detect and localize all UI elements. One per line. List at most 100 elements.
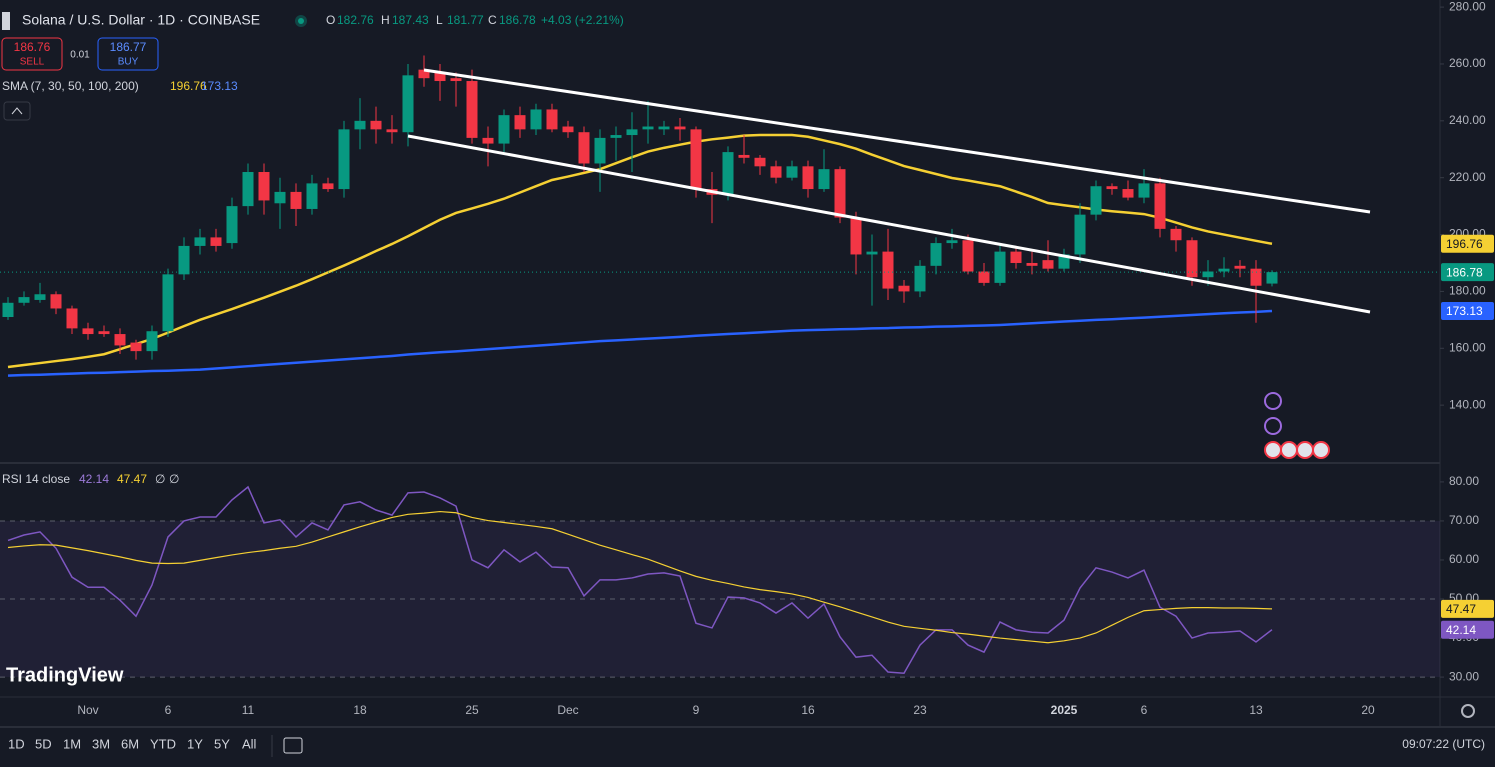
- rsi-extra-1: ∅: [155, 472, 165, 486]
- news-icon[interactable]: [1264, 417, 1282, 435]
- sma-line: [7, 133, 1273, 369]
- candle-body: [642, 126, 654, 130]
- candle-body: [194, 237, 206, 246]
- candle-body: [866, 251, 878, 255]
- candle-body: [946, 240, 958, 244]
- sell-button[interactable]: [1, 37, 63, 71]
- candle-body: [1138, 183, 1150, 198]
- candle-body: [322, 183, 334, 190]
- x-tick-label: 6: [165, 703, 172, 717]
- price-badge: [1441, 301, 1494, 320]
- sell-price: 186.76: [14, 40, 51, 54]
- candle-body: [290, 191, 302, 209]
- candle-body: [482, 137, 494, 144]
- flag-icon[interactable]: [1280, 441, 1298, 459]
- y-tick-label: 260.00: [1449, 56, 1486, 70]
- date-range-icon[interactable]: [283, 737, 303, 754]
- collapse-button[interactable]: [3, 101, 31, 121]
- candle-body: [1154, 183, 1166, 229]
- x-tick-label: Dec: [557, 703, 578, 717]
- flag-icon[interactable]: [1312, 441, 1330, 459]
- flag-icon[interactable]: [1296, 441, 1314, 459]
- candle-body: [34, 294, 46, 300]
- candle-body: [210, 237, 222, 246]
- price-badge: [1441, 599, 1494, 618]
- x-tick-label: 16: [801, 703, 815, 717]
- candle-body: [930, 243, 942, 266]
- candle-body: [834, 169, 846, 218]
- rsi-legend: RSI 14 close: [2, 472, 70, 486]
- y-tick-label: 160.00: [1449, 340, 1486, 354]
- candle-body: [1026, 262, 1038, 266]
- x-tick-label: 25: [465, 703, 479, 717]
- x-tick-label: 23: [913, 703, 927, 717]
- timeframe-button[interactable]: 1D: [8, 736, 25, 751]
- sma-legend: SMA (7, 30, 50, 100, 200): [2, 79, 139, 93]
- candle-body: [82, 328, 94, 335]
- timeframe-button[interactable]: All: [242, 736, 257, 751]
- price-badge-label: 186.78: [1446, 265, 1483, 279]
- x-tick-label: 18: [353, 703, 367, 717]
- candle-body: [1202, 271, 1214, 278]
- menu-icon[interactable]: [2, 12, 10, 30]
- timeframe-button[interactable]: 6M: [121, 736, 139, 751]
- price-badge-label: 196.76: [1446, 237, 1483, 251]
- candle-body: [114, 334, 126, 346]
- low-value: 181.77: [447, 13, 484, 27]
- candle-body: [98, 331, 110, 335]
- rsi-line: [7, 510, 1273, 644]
- candle-body: [50, 294, 62, 309]
- candle-body: [674, 126, 686, 130]
- x-tick-label: 13: [1249, 703, 1263, 717]
- price-badge: [1441, 620, 1494, 639]
- high-value: 187.43: [392, 13, 429, 27]
- timeframe-button[interactable]: YTD: [150, 736, 176, 751]
- candle-body: [626, 129, 638, 136]
- low-letter: L: [436, 13, 443, 27]
- candle-body: [66, 308, 78, 329]
- x-tick-label: Nov: [77, 703, 98, 717]
- candle-body: [722, 152, 734, 195]
- candle-body: [1122, 189, 1134, 198]
- flag-icon[interactable]: [1264, 441, 1282, 459]
- candle-body: [306, 183, 318, 209]
- price-badge-label: 173.13: [1446, 304, 1483, 318]
- timeframe-button[interactable]: 3M: [92, 736, 110, 751]
- candle-body: [1250, 268, 1262, 286]
- ideas-icon[interactable]: [1264, 392, 1282, 410]
- candle-body: [226, 206, 238, 244]
- timeframe-button[interactable]: 5D: [35, 736, 52, 751]
- timeframe-button[interactable]: 1Y: [187, 736, 203, 751]
- buy-button[interactable]: [97, 37, 159, 71]
- upper-trend-line: [423, 68, 1371, 214]
- candle-body: [242, 172, 254, 207]
- timeframe-button[interactable]: 1M: [63, 736, 81, 751]
- symbol-title: Solana / U.S. Dollar · 1D · COINBASE: [22, 12, 260, 28]
- open-value: 182.76: [337, 13, 374, 27]
- open-letter: O: [326, 13, 335, 27]
- y-tick-label: 220.00: [1449, 170, 1486, 184]
- candle-body: [498, 115, 510, 144]
- candle-body: [882, 251, 894, 289]
- rsi-ma-value: 47.47: [117, 472, 147, 486]
- candle-body: [418, 69, 430, 79]
- clock: 09:07:22 (UTC): [1402, 737, 1485, 751]
- x-tick-label: 9: [693, 703, 700, 717]
- candle-body: [370, 120, 382, 130]
- y-tick-label: 280.00: [1449, 0, 1486, 13]
- candle-body: [1266, 272, 1278, 284]
- candle-body: [978, 271, 990, 283]
- candle-body: [898, 285, 910, 292]
- candle-body: [850, 217, 862, 255]
- candle-body: [562, 126, 574, 133]
- timeframe-button[interactable]: 5Y: [214, 736, 230, 751]
- candle-body: [738, 154, 750, 158]
- y-tick-label: 30.00: [1449, 669, 1479, 683]
- settings-icon[interactable]: [1461, 704, 1475, 718]
- candle-body: [274, 191, 286, 204]
- candle-body: [354, 120, 366, 130]
- candle-body: [1090, 186, 1102, 215]
- rsi-value: 42.14: [79, 472, 109, 486]
- candle-body: [1186, 240, 1198, 278]
